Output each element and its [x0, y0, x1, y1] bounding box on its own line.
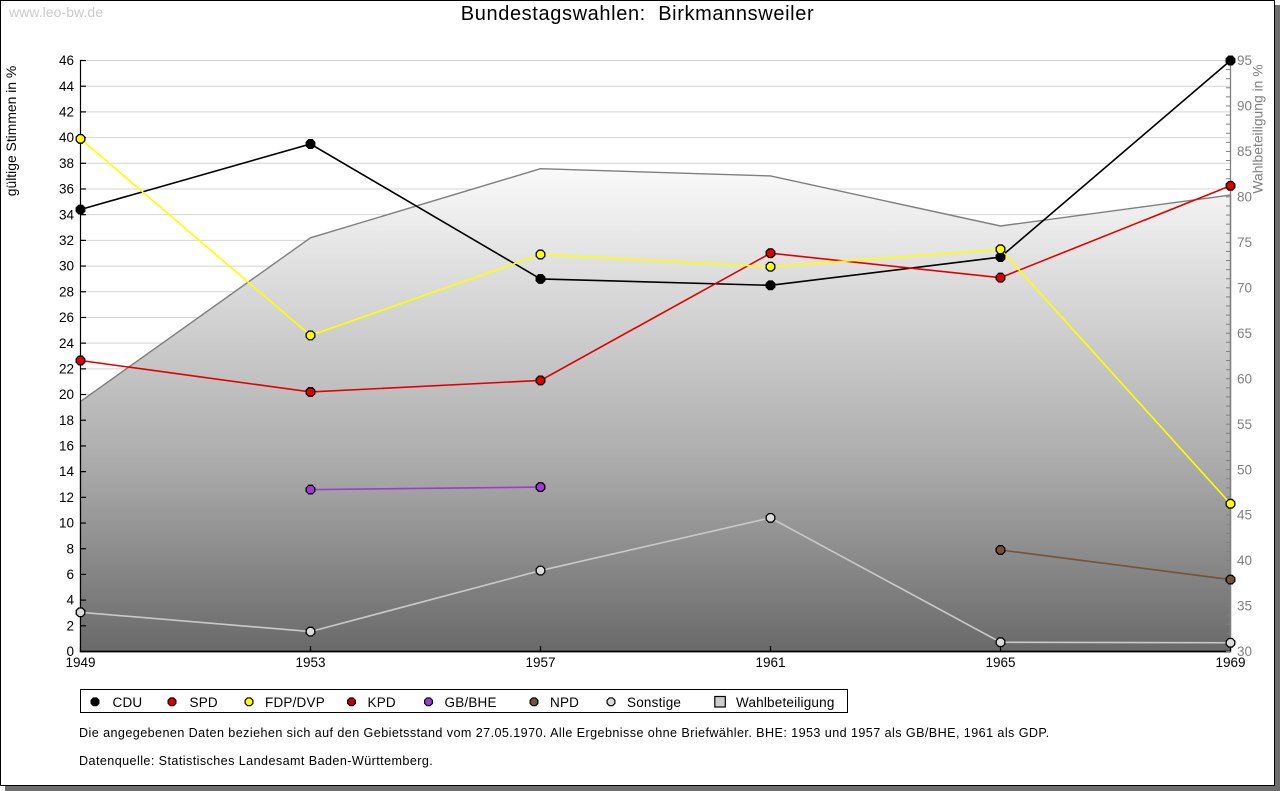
svg-text:2: 2 — [66, 618, 74, 633]
svg-text:28: 28 — [59, 284, 74, 299]
svg-text:60: 60 — [1237, 371, 1252, 386]
svg-text:34: 34 — [59, 207, 75, 222]
svg-text:32: 32 — [59, 233, 74, 248]
svg-text:30: 30 — [1237, 644, 1252, 659]
svg-text:gültige Stimmen in %: gültige Stimmen in % — [3, 66, 19, 196]
svg-text:24: 24 — [59, 336, 75, 351]
svg-text:Wahlbeteiligung in %: Wahlbeteiligung in % — [1250, 64, 1266, 193]
svg-text:10: 10 — [59, 516, 74, 531]
svg-text:90: 90 — [1237, 99, 1252, 114]
svg-text:1965: 1965 — [985, 655, 1015, 670]
svg-text:50: 50 — [1237, 462, 1252, 477]
svg-text:1957: 1957 — [525, 655, 555, 670]
svg-text:1969: 1969 — [1215, 655, 1245, 670]
svg-text:40: 40 — [59, 130, 74, 145]
svg-text:70: 70 — [1237, 280, 1252, 295]
svg-text:0: 0 — [66, 644, 74, 659]
svg-text:40: 40 — [1237, 553, 1252, 568]
svg-text:1949: 1949 — [65, 655, 95, 670]
svg-text:35: 35 — [1237, 599, 1252, 614]
svg-text:44: 44 — [59, 79, 75, 94]
svg-text:16: 16 — [59, 439, 74, 454]
svg-text:45: 45 — [1237, 508, 1252, 523]
svg-text:20: 20 — [59, 387, 74, 402]
svg-text:42: 42 — [59, 104, 74, 119]
svg-text:18: 18 — [59, 413, 74, 428]
svg-text:80: 80 — [1237, 189, 1252, 204]
svg-text:8: 8 — [66, 541, 74, 556]
svg-text:6: 6 — [66, 567, 74, 582]
svg-text:22: 22 — [59, 361, 74, 376]
svg-text:65: 65 — [1237, 326, 1252, 341]
svg-text:36: 36 — [59, 182, 74, 197]
svg-text:30: 30 — [59, 259, 74, 274]
svg-text:55: 55 — [1237, 417, 1252, 432]
svg-text:14: 14 — [59, 464, 75, 479]
svg-text:12: 12 — [59, 490, 74, 505]
svg-text:75: 75 — [1237, 235, 1252, 250]
svg-text:85: 85 — [1237, 144, 1252, 159]
svg-text:4: 4 — [66, 593, 74, 608]
svg-text:1953: 1953 — [295, 655, 325, 670]
svg-text:38: 38 — [59, 156, 74, 171]
svg-text:1961: 1961 — [755, 655, 785, 670]
svg-text:46: 46 — [59, 53, 74, 68]
svg-text:95: 95 — [1237, 53, 1252, 68]
svg-text:26: 26 — [59, 310, 74, 325]
